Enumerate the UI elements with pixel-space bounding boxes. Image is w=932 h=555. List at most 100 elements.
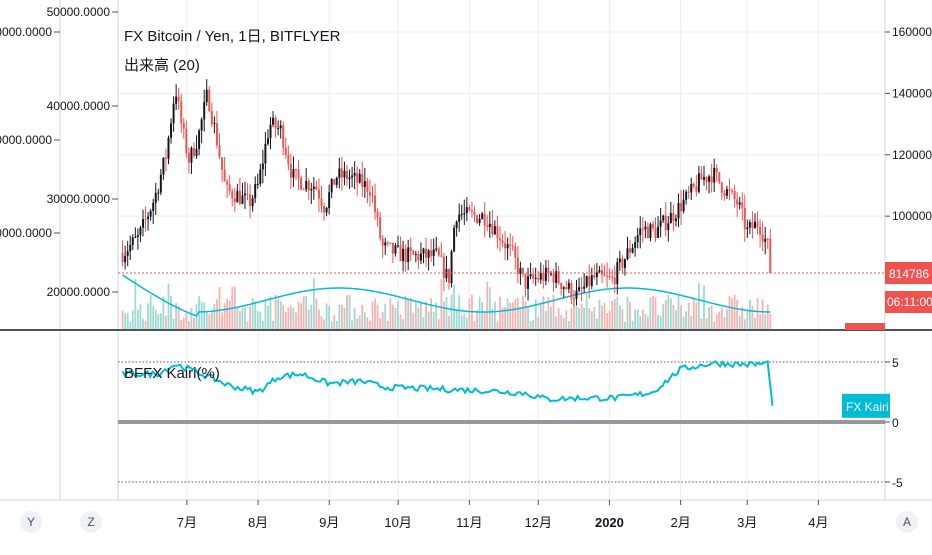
- candle-body: [705, 177, 708, 182]
- volume-bar: [575, 306, 578, 330]
- candle: [215, 111, 218, 149]
- volume-bar: [687, 302, 690, 330]
- volume-bar: [190, 307, 193, 330]
- candle: [644, 220, 647, 239]
- x-tick-label: 7月: [177, 515, 197, 530]
- volume-bar: [585, 293, 588, 330]
- candle-body: [172, 103, 175, 124]
- candle-body: [572, 298, 575, 300]
- candle-body: [243, 193, 246, 196]
- candle-body: [659, 220, 662, 227]
- candle-body: [241, 195, 244, 204]
- candle: [399, 236, 402, 262]
- candle: [578, 277, 581, 293]
- candle: [136, 228, 139, 250]
- volume-bar: [361, 304, 364, 330]
- candle-body: [501, 240, 504, 244]
- candle: [516, 246, 519, 284]
- candle-body: [687, 191, 690, 193]
- candle-body: [208, 89, 211, 112]
- candle-body: [611, 276, 614, 278]
- candle-body: [753, 221, 756, 229]
- candle: [162, 157, 165, 180]
- volume-bar: [741, 306, 744, 330]
- volume-bar: [532, 320, 535, 330]
- volume-bar: [697, 283, 700, 330]
- candle: [131, 234, 134, 251]
- volume-bar: [713, 321, 716, 330]
- candle-body: [493, 226, 496, 235]
- volume-bar: [468, 298, 471, 330]
- volume-bar: [404, 295, 407, 330]
- candle-body: [468, 207, 471, 211]
- candle-body: [585, 276, 588, 287]
- candle-body: [516, 257, 519, 274]
- volume-bar: [213, 304, 216, 330]
- candle: [330, 178, 333, 199]
- volume-bar: [366, 317, 369, 330]
- candle-body: [710, 176, 713, 183]
- candle-body: [695, 186, 698, 192]
- candle-body: [353, 172, 356, 176]
- volume-bar: [389, 297, 392, 330]
- candle-body: [361, 173, 364, 187]
- z-axis-button[interactable]: Z: [80, 511, 102, 533]
- volume-bar: [399, 314, 402, 330]
- candle-body: [641, 228, 644, 230]
- volume-bar: [460, 315, 463, 330]
- volume-bar: [654, 297, 657, 330]
- candle: [243, 181, 246, 209]
- candle-body: [498, 238, 501, 241]
- volume-bar: [374, 298, 376, 330]
- volume-bar: [715, 314, 718, 330]
- candle-body: [542, 273, 545, 281]
- candle-body: [595, 272, 598, 278]
- volume-bar: [295, 312, 297, 330]
- volume-bar: [126, 313, 129, 330]
- volume-bar: [476, 310, 478, 330]
- volume-bar: [621, 308, 624, 330]
- candle-body: [657, 226, 660, 238]
- candle: [249, 184, 252, 219]
- countdown-text: 06:11:00: [887, 295, 932, 309]
- auto-scale-button[interactable]: A: [896, 511, 918, 533]
- candle-body: [238, 190, 241, 204]
- volume-bar: [606, 313, 608, 330]
- volume-bar: [733, 295, 736, 330]
- candle: [157, 188, 160, 201]
- candle: [371, 185, 374, 204]
- y-axis-button[interactable]: Y: [20, 511, 42, 533]
- candle-body: [412, 250, 415, 255]
- candle-body: [427, 250, 430, 258]
- volume-bar: [636, 309, 639, 330]
- indicator-label: BFFX Kairi(%): [124, 365, 220, 382]
- volume-bar: [611, 300, 614, 330]
- candle: [674, 214, 677, 227]
- candle: [256, 173, 259, 189]
- candle-body: [639, 228, 642, 236]
- candle: [221, 157, 224, 183]
- candle: [572, 289, 575, 307]
- candle-body: [437, 248, 440, 256]
- volume-bar: [187, 321, 190, 330]
- candle-body: [481, 213, 484, 219]
- candle: [190, 146, 193, 175]
- candle: [664, 202, 667, 237]
- candle-body: [578, 287, 581, 291]
- candle: [345, 165, 348, 186]
- candle-body: [759, 226, 762, 235]
- candle-body: [598, 270, 601, 273]
- candle: [307, 178, 310, 200]
- candle: [603, 265, 606, 277]
- volume-bar: [659, 316, 662, 330]
- moving-average: [122, 274, 771, 317]
- candle: [264, 131, 267, 177]
- candle-body: [162, 157, 165, 175]
- volume-tick-label-inner: 20000.0000: [47, 285, 111, 299]
- candle-body: [631, 247, 634, 253]
- candle-body: [521, 268, 524, 274]
- volume-bar: [764, 314, 767, 330]
- volume-bar: [121, 310, 124, 330]
